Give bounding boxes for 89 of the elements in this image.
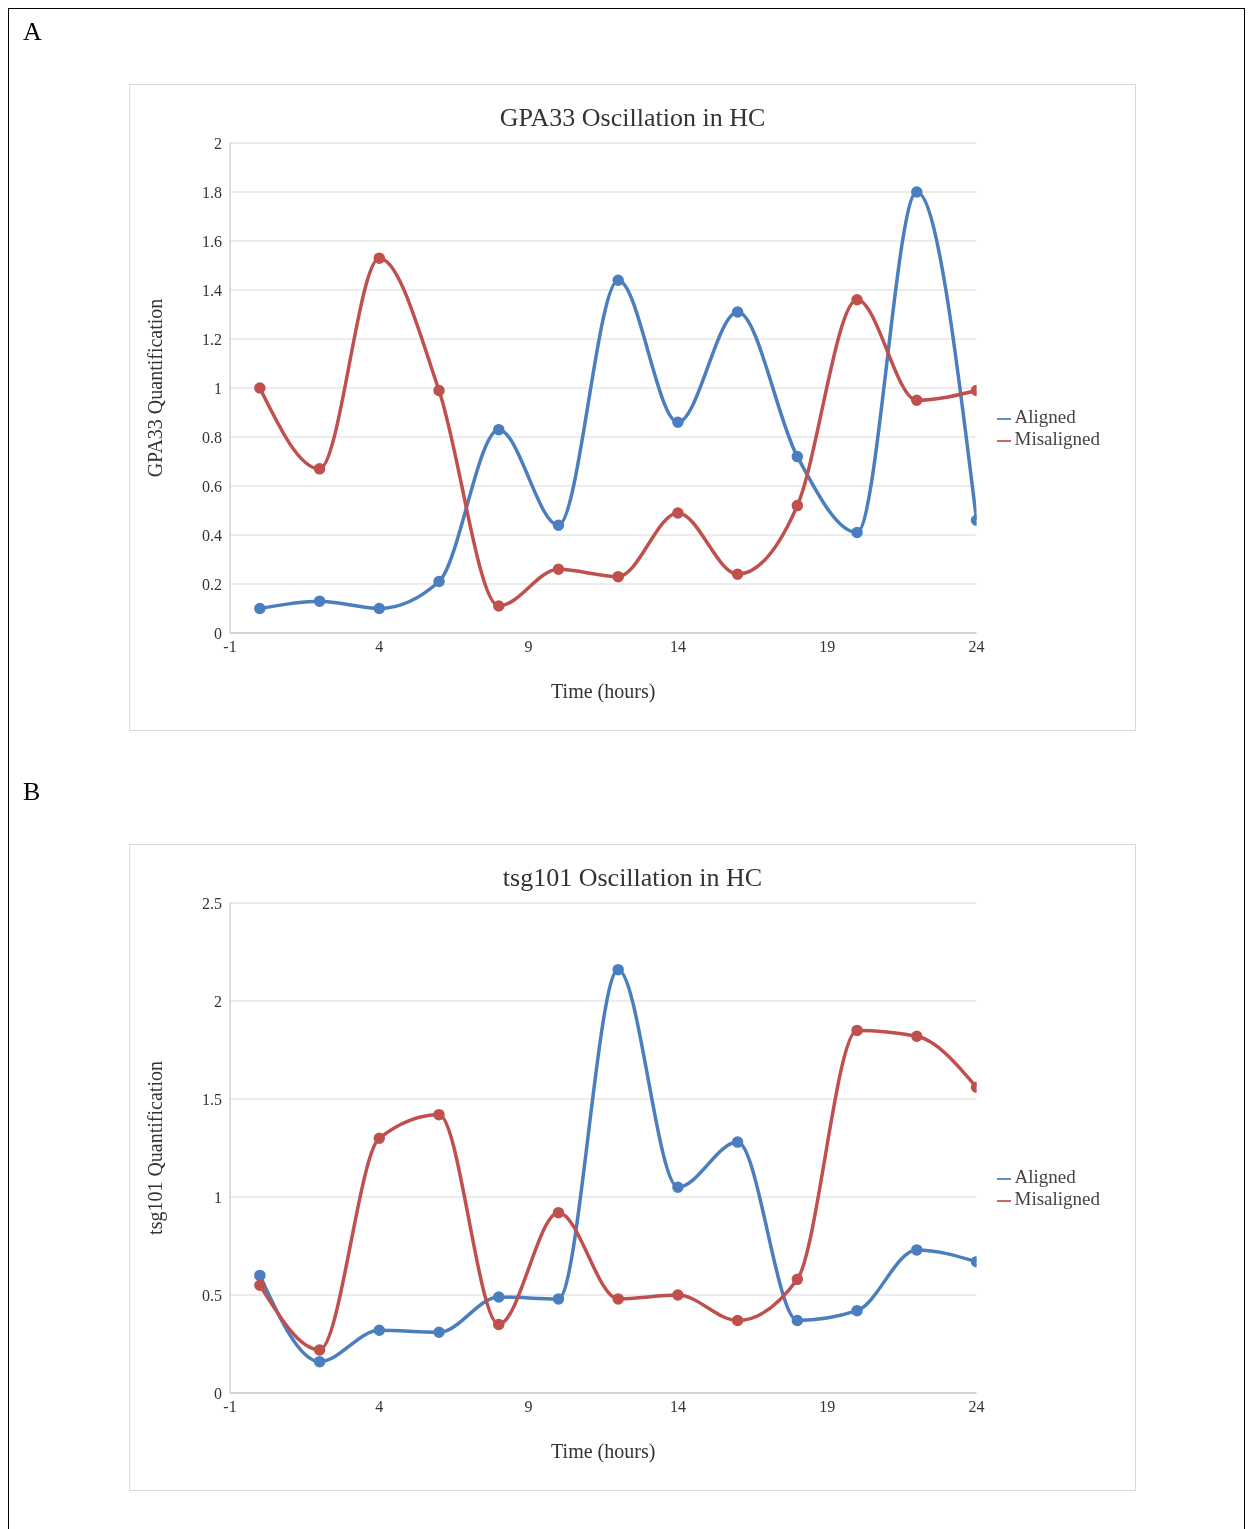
point [313,1344,326,1356]
point [313,1355,326,1368]
point [313,463,326,475]
x-tick-label: -1 [223,1398,237,1416]
point [612,963,624,976]
point [254,602,266,615]
point [552,1293,565,1305]
point [731,306,744,318]
point [373,1132,386,1144]
point [851,526,863,539]
point [373,602,386,615]
legend-label: Misaligned [1014,428,1100,449]
point [552,563,565,576]
point [254,1269,266,1282]
x-tick-label: 9 [524,1398,533,1416]
chart-title: GPA33 Oscillation in HC [498,103,767,133]
x-axis-title: Time (hours) [551,1440,656,1463]
y-tick-label: 0 [214,624,222,642]
x-tick-label: 9 [524,638,533,656]
y-tick-label: 0.2 [202,575,222,593]
point [612,570,624,583]
point [492,1318,505,1331]
x-tick-label: 19 [819,638,836,656]
y-tick-label: 2.5 [202,894,222,912]
text: B [23,777,41,807]
y-tick-label: 2 [214,134,222,152]
point [731,1314,744,1327]
x-tick-label: 14 [669,1398,686,1416]
y-axis-title: GPA33 Quantification [144,298,167,478]
point [851,294,863,306]
y-axis-title: tsg101 Quantification [144,1061,168,1235]
point [672,416,684,429]
y-tick-label: 1 [214,1188,222,1206]
x-tick-label: -1 [223,638,237,656]
y-tick-label: 1.6 [202,232,222,250]
point [791,450,804,463]
x-tick-label: 19 [819,1398,836,1416]
legend-label: Misaligned [1014,1188,1100,1209]
y-tick-label: 1.5 [202,1090,222,1108]
x-axis-title: Time (hours) [551,680,656,703]
y-tick-label: 0.5 [202,1286,222,1304]
chart-title: tsg101 Oscillation in HC [501,863,764,893]
point [552,1206,565,1219]
x-tick-label: 4 [375,638,384,656]
point [373,252,386,264]
legend-label: Aligned [1014,406,1076,427]
point [254,382,266,394]
y-tick-label: 0 [214,1384,222,1402]
point [612,274,624,286]
legend-label: Aligned [1014,1166,1076,1187]
point [672,1181,684,1193]
text: A [23,17,42,47]
point [791,499,804,512]
point [731,1136,744,1148]
point [911,1030,923,1043]
x-tick-label: 24 [968,1398,985,1416]
y-tick-label: 0.6 [202,477,222,495]
y-tick-label: 0.8 [202,428,222,446]
x-tick-label: 24 [968,638,985,656]
point [612,1293,624,1305]
point [911,394,923,406]
point [791,1314,804,1327]
point [492,423,505,436]
point [433,1108,445,1121]
y-tick-label: 1.4 [202,281,222,299]
point [552,519,565,531]
point [672,507,684,519]
point [492,600,505,612]
point [254,1279,266,1291]
point [911,186,923,198]
x-tick-label: 4 [375,1398,384,1416]
point [433,384,445,397]
point [731,568,744,580]
y-tick-label: 2 [214,992,222,1010]
y-tick-label: 0.4 [202,526,222,544]
point [313,595,326,607]
point [672,1289,684,1301]
y-tick-label: 1.2 [202,330,222,348]
point [851,1024,863,1037]
point [492,1291,505,1303]
point [851,1304,863,1317]
point [911,1244,923,1256]
point [433,1326,445,1338]
y-tick-label: 1 [214,379,222,397]
point [373,1324,386,1337]
x-tick-label: 14 [669,638,686,656]
y-tick-label: 1.8 [202,183,222,201]
point [791,1273,804,1286]
point [433,575,445,588]
